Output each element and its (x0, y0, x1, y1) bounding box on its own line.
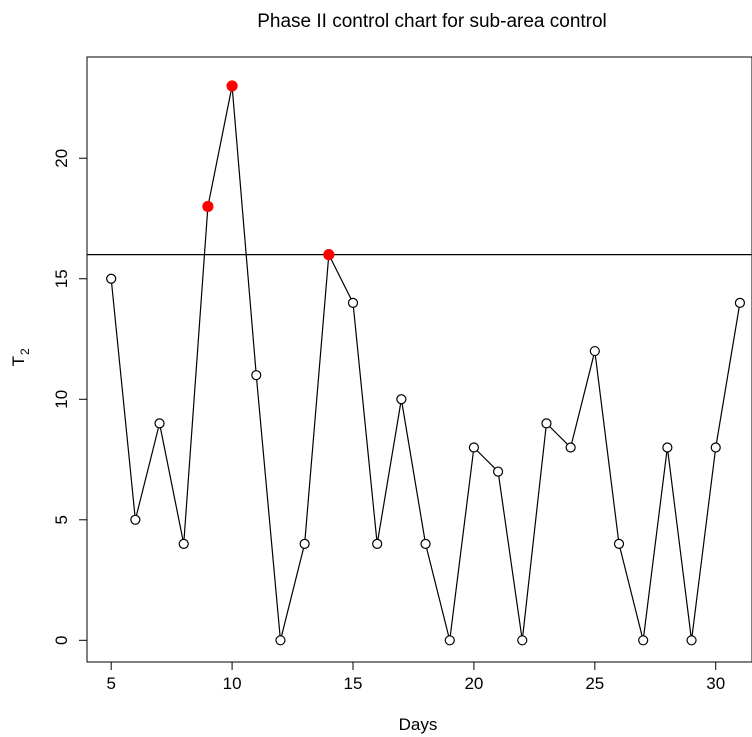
chart-title: Phase II control chart for sub-area cont… (257, 11, 607, 32)
data-point (372, 538, 383, 549)
y-axis-label-main: T (9, 356, 28, 366)
data-point (589, 345, 600, 357)
data-point (299, 538, 310, 549)
data-point (710, 442, 721, 453)
y-tick-label: 20 (52, 149, 71, 168)
data-point (106, 273, 117, 284)
data-point (396, 394, 407, 405)
x-axis: 5 10 15 20 25 30 (106, 661, 725, 693)
data-point (130, 514, 141, 525)
x-tick-label: 30 (706, 674, 725, 693)
data-point (662, 442, 673, 453)
data-points (106, 80, 746, 646)
x-axis-label: Days (399, 715, 438, 734)
y-axis-label-subscript: 2 (18, 348, 32, 355)
y-tick-label: 15 (52, 269, 71, 288)
series-line (110, 85, 741, 641)
data-point (420, 538, 431, 549)
out-of-control-point (202, 200, 214, 213)
data-point (154, 418, 165, 429)
y-axis-label: T 2 (9, 348, 32, 366)
data-point (638, 635, 649, 646)
x-tick-label: 20 (464, 674, 483, 693)
data-point (347, 297, 359, 308)
y-tick-label: 5 (52, 515, 71, 524)
data-point (251, 370, 262, 381)
out-of-control-point (323, 249, 335, 261)
y-axis: 0 5 10 15 20 (52, 149, 88, 645)
out-of-control-point (226, 80, 238, 92)
data-point (178, 538, 189, 549)
data-point (492, 466, 504, 477)
data-point (686, 635, 697, 646)
data-point (444, 635, 455, 646)
x-tick-label: 5 (106, 674, 115, 693)
data-point (613, 538, 625, 549)
x-tick-label: 10 (223, 674, 242, 693)
data-point (275, 635, 286, 646)
data-point (541, 418, 552, 429)
x-tick-label: 25 (585, 674, 604, 693)
y-tick-label: 0 (52, 636, 71, 645)
data-point (565, 442, 576, 453)
x-tick-label: 15 (344, 674, 363, 693)
y-tick-label: 10 (52, 390, 71, 409)
data-point (517, 635, 528, 646)
data-point (468, 442, 480, 453)
data-point (734, 297, 746, 308)
